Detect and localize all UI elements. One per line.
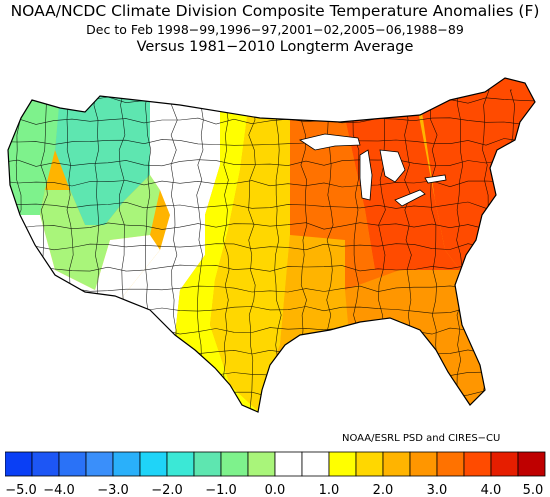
legend-swatch — [436, 451, 465, 477]
legend-tick-label: −3.0 — [97, 483, 129, 497]
region-southeast — [345, 270, 500, 412]
legend-swatch — [166, 451, 195, 477]
data-credit: NOAA/ESRL PSD and CIRES−CU — [342, 433, 501, 444]
division-boundary — [8, 222, 535, 230]
division-boundary — [8, 159, 535, 167]
legend-swatch — [58, 451, 87, 477]
lake-huron — [379, 149, 406, 183]
lake-erie — [394, 189, 426, 207]
division-boundary — [8, 201, 535, 209]
region-central-plains — [210, 95, 290, 412]
map-subtitle-period: Dec to Feb 1998−99,1996−97,2001−02,2005−… — [86, 22, 464, 37]
legend-swatch — [463, 451, 492, 477]
legend-tick-label: 4.0 — [481, 483, 502, 497]
legend-swatch — [517, 451, 546, 477]
legend-swatch — [220, 451, 249, 477]
legend-tick-label: 3.0 — [427, 483, 448, 497]
legend-swatch — [193, 451, 222, 477]
legend-swatch — [328, 451, 357, 477]
color-legend: −5.0 −4.0 −3.0 −2.0 −1.0 0.0 1.0 2.0 3.0 4.0 5.0 — [5, 451, 546, 497]
map-title: NOAA/NCDC Climate Division Composite Tem… — [10, 2, 540, 20]
division-boundary — [8, 243, 535, 251]
legend-tick-label: 5.0 — [523, 483, 544, 497]
lake-ontario — [424, 174, 447, 184]
legend-tick-label: −4.0 — [43, 483, 75, 497]
region-high-plains-texas — [175, 95, 262, 412]
region-idaho-western-montana — [55, 95, 150, 225]
lake-superior — [299, 133, 361, 151]
legend-tick-label: 1.0 — [319, 483, 340, 497]
division-boundary — [222, 89, 230, 412]
division-boundary — [8, 138, 535, 146]
legend-swatch — [5, 451, 33, 477]
legend-swatch — [85, 451, 114, 477]
legend-swatch — [355, 451, 384, 477]
legend-swatch — [112, 451, 141, 477]
legend-swatch — [247, 451, 276, 477]
division-boundary — [248, 89, 256, 412]
legend-swatch — [490, 451, 519, 477]
division-boundary — [8, 264, 535, 272]
division-boundary — [456, 89, 464, 412]
division-boundary — [8, 411, 535, 412]
region-southwest — [120, 215, 205, 335]
legend-swatch — [139, 451, 168, 477]
region-northern-rockies-plains — [150, 95, 230, 215]
legend-swatch — [31, 451, 60, 477]
legend-tick-label: −5.0 — [5, 483, 37, 497]
division-boundary — [8, 390, 535, 398]
division-boundary — [534, 89, 535, 412]
legend-swatch — [274, 451, 303, 477]
legend-tick-label: 0.0 — [265, 483, 286, 497]
division-boundary — [8, 117, 535, 125]
us-climate-division-map — [7, 77, 536, 413]
lake-michigan — [359, 149, 373, 201]
legend-tick-label: 2.0 — [373, 483, 394, 497]
legend-tick-label: −2.0 — [151, 483, 183, 497]
legend-swatch — [382, 451, 411, 477]
map-subtitle-baseline: Versus 1981−2010 Longterm Average — [136, 39, 414, 55]
legend-tick-label: −1.0 — [205, 483, 237, 497]
legend-swatch — [409, 451, 438, 477]
legend-swatch — [301, 451, 330, 477]
division-boundary — [8, 180, 535, 188]
